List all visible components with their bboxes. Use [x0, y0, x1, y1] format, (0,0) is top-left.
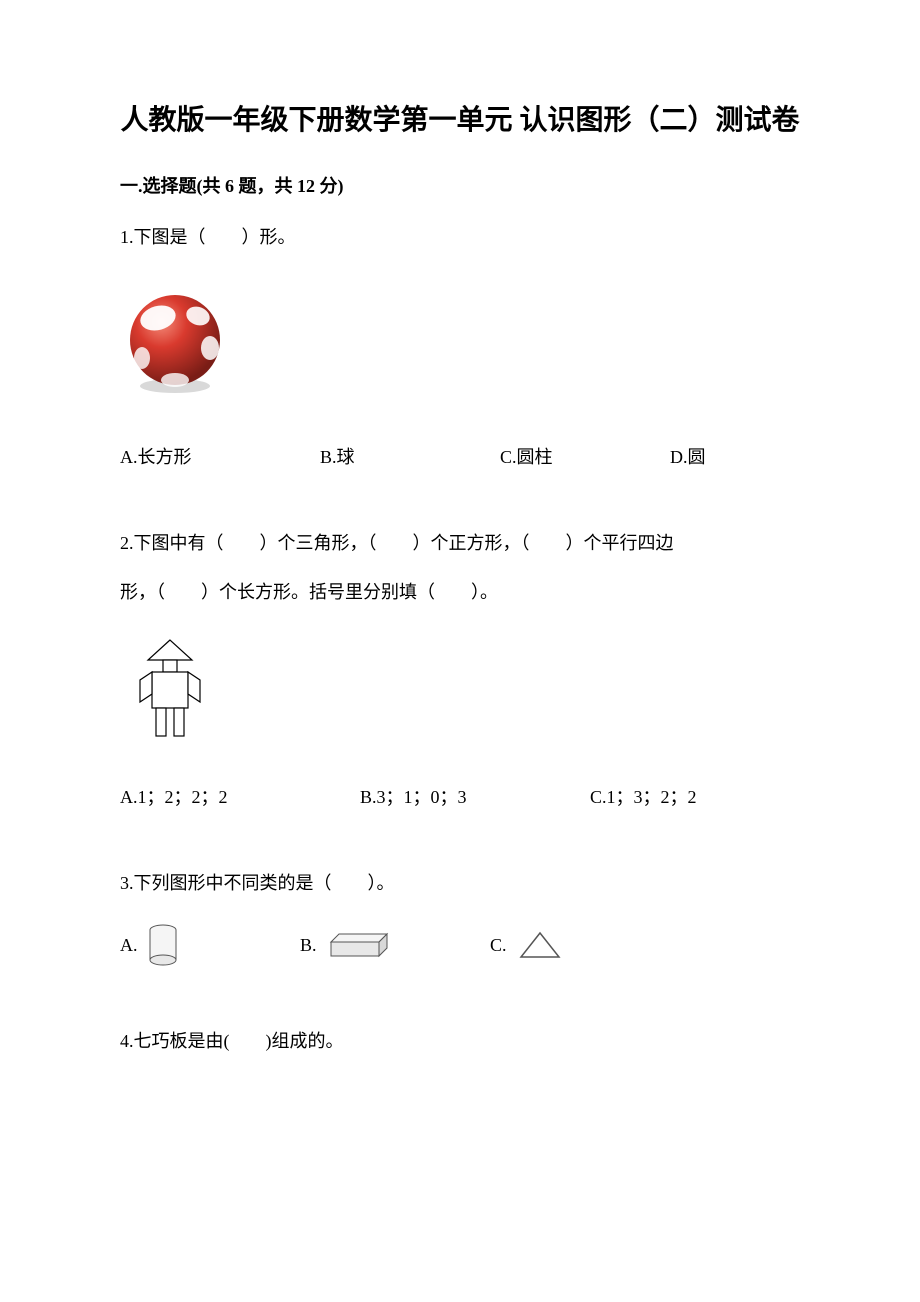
q2-text-line2: 形，（ ）个长方形。括号里分别填（ ）。	[120, 573, 800, 613]
triangle-icon	[515, 927, 565, 963]
q2-option-b: B.3；1；0；3	[360, 783, 590, 809]
q1-option-b: B.球	[320, 443, 500, 469]
ball-icon	[120, 288, 230, 398]
question-3: 3.下列图形中不同类的是（ ）。	[120, 864, 800, 904]
q3-opt-c-label: C.	[490, 935, 507, 956]
q3-text: 3.下列图形中不同类的是（ ）。	[120, 864, 800, 904]
q2-option-c: C.1；3；2；2	[590, 783, 770, 809]
cylinder-icon	[146, 923, 180, 967]
q2-options: A.1；2；2；2 B.3；1；0；3 C.1；3；2；2	[120, 783, 800, 809]
q3-opt-b-label: B.	[300, 935, 317, 956]
q3-opt-a-label: A.	[120, 935, 138, 956]
q3-options: A. B. C.	[120, 923, 800, 967]
q1-options: A.长方形 B.球 C.圆柱 D.圆	[120, 443, 800, 469]
q2-figure	[130, 638, 800, 753]
q1-option-d: D.圆	[670, 443, 790, 469]
q3-option-b: B.	[300, 930, 490, 960]
page-title: 人教版一年级下册数学第一单元 认识图形（二）测试卷	[120, 100, 800, 142]
q1-text: 1.下图是（ ）形。	[120, 218, 800, 258]
cuboid-icon	[325, 930, 395, 960]
robot-icon	[130, 638, 210, 748]
q3-option-c: C.	[490, 927, 670, 963]
q4-text: 4.七巧板是由( )组成的。	[120, 1022, 800, 1062]
question-2: 2.下图中有（ ）个三角形，（ ）个正方形，（ ）个平行四边 形，（ ）个长方形…	[120, 524, 800, 613]
section-header: 一.选择题(共 6 题，共 12 分)	[120, 172, 800, 198]
question-1: 1.下图是（ ）形。	[120, 218, 800, 258]
q1-option-c: C.圆柱	[500, 443, 670, 469]
q2-option-a: A.1；2；2；2	[120, 783, 360, 809]
q3-option-a: A.	[120, 923, 300, 967]
q1-figure	[120, 288, 800, 403]
q1-option-a: A.长方形	[120, 443, 320, 469]
q2-text-line1: 2.下图中有（ ）个三角形，（ ）个正方形，（ ）个平行四边	[120, 524, 800, 564]
question-4: 4.七巧板是由( )组成的。	[120, 1022, 800, 1062]
